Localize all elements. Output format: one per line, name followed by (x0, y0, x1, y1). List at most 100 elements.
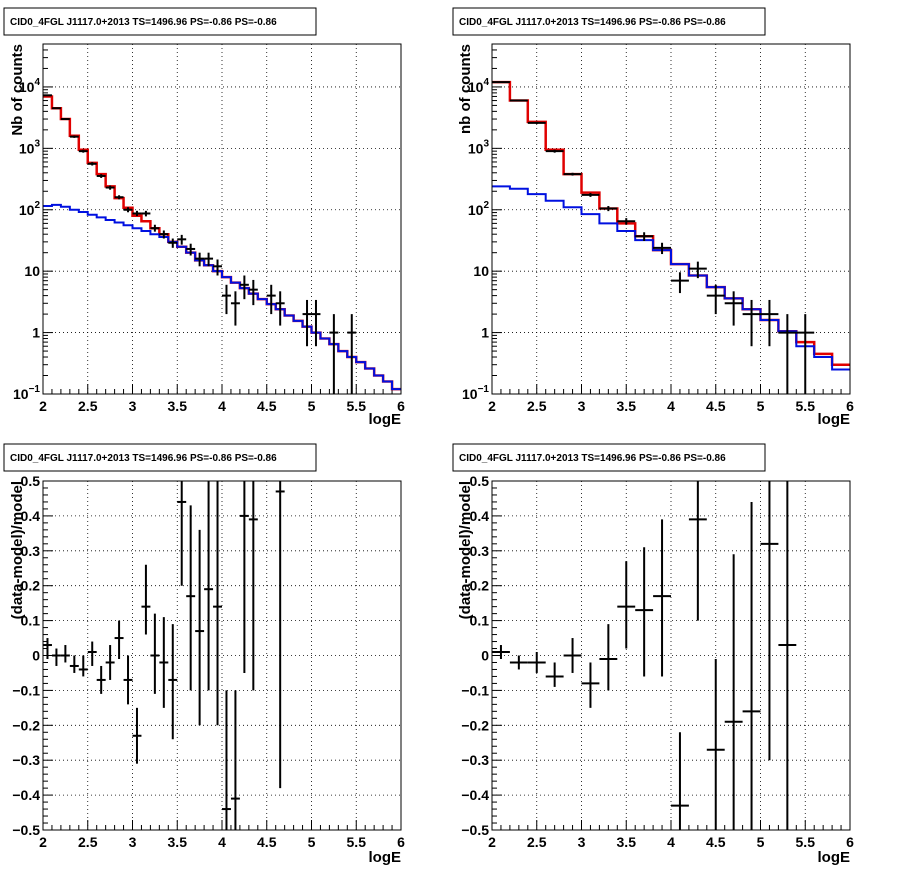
x-axis-label: logE (369, 411, 402, 428)
data-point (509, 655, 528, 670)
x-tick-label: 3.5 (168, 398, 188, 414)
x-axis-label: logE (818, 411, 851, 428)
data-point (509, 99, 528, 102)
x-tick-label: 5 (757, 398, 765, 414)
y-tick-label: 10 (473, 263, 489, 279)
y-tick-label: 0.1 (21, 613, 41, 629)
data-point (581, 192, 600, 197)
y-tick-exponent: 4 (34, 77, 40, 88)
x-tick-label: 3 (578, 834, 586, 850)
y-tick-mantissa: 10 (19, 79, 35, 95)
data-point (347, 314, 357, 394)
data-point (141, 564, 151, 635)
data-point (653, 242, 671, 255)
y-tick-mantissa: 10 (468, 140, 484, 156)
data-point (87, 162, 97, 166)
data-point (96, 174, 106, 178)
data-point (492, 645, 510, 659)
x-tick-label: 5 (308, 398, 316, 414)
data-point (87, 641, 97, 666)
data-point (266, 284, 276, 315)
data-point (239, 275, 249, 300)
y-tick-label: 1 (32, 325, 40, 341)
x-tick-label: 3 (578, 398, 586, 414)
data-point (599, 624, 618, 691)
y-tick-label: 0.1 (470, 613, 490, 629)
data-point (78, 149, 88, 153)
y-tick-label: 10 (24, 263, 40, 279)
x-tick-labels: 2 2.5 3 3.5 4 4.5 5 5.5 6 (39, 398, 405, 414)
data-point (141, 210, 151, 217)
x-tick-labels: 2 2.5 3 3.5 4 4.5 5 5.5 6 (39, 834, 405, 850)
chart-title: CID0_4FGL J1117.0+2013 TS=1496.96 PS=-0.… (459, 17, 726, 28)
title-box (452, 443, 766, 472)
data-point (213, 481, 222, 726)
y-tick-mantissa: 1 (32, 325, 40, 341)
y-tick-mantissa: 10 (473, 263, 489, 279)
data-point (78, 655, 88, 677)
data-point (527, 121, 546, 124)
y-tick-label: −0.5 (461, 822, 489, 838)
data-point (653, 519, 671, 677)
x-tick-label: 2.5 (78, 834, 98, 850)
data-point (760, 299, 779, 347)
x-tick-label: 2.5 (78, 398, 98, 414)
y-tick-mantissa: −0.2 (12, 717, 40, 733)
data-point (671, 732, 689, 830)
y-tick-label: 0 (481, 648, 489, 664)
chart-panel-1: 2 2.5 3 3.5 4 4.5 5 5.5 610−1110102103104logENb … (3, 7, 405, 428)
y-tick-mantissa: −0.4 (12, 787, 40, 803)
data-points (492, 481, 797, 830)
x-tick-label: 3.5 (168, 834, 188, 850)
y-axis-label: (data-model)/model (9, 481, 26, 619)
data-point (105, 185, 115, 190)
y-tick-mantissa: 0.4 (21, 508, 41, 524)
x-tick-label: 5.5 (347, 398, 367, 414)
y-tick-label: −0.4 (461, 787, 489, 803)
y-tick-mantissa: 0.2 (21, 578, 41, 594)
data-point (778, 314, 797, 394)
y-axis-label: Nb of counts (9, 44, 26, 136)
title-box (3, 443, 317, 472)
x-tick-label: 5.5 (796, 834, 816, 850)
y-tick-label: −0.4 (12, 787, 40, 803)
y-tick-label: 10−1 (13, 384, 40, 402)
data-point (635, 232, 654, 241)
data-point (248, 279, 258, 306)
y-tick-label: 103 (468, 138, 490, 156)
data-point (177, 234, 187, 245)
data-point (545, 149, 564, 153)
y-tick-mantissa: 10 (468, 202, 484, 218)
y-tick-mantissa: 0 (481, 648, 489, 664)
data-points (43, 481, 285, 830)
data-points (43, 94, 357, 394)
y-tick-mantissa: 1 (481, 325, 489, 341)
x-tick-label: 4 (667, 398, 675, 414)
x-tick-label: 6 (397, 834, 405, 850)
data-point (248, 481, 258, 691)
data-point (204, 252, 214, 267)
x-tick-label: 6 (846, 834, 854, 850)
y-tick-label: 0 (32, 648, 40, 664)
data-point (132, 707, 142, 764)
data-point (688, 481, 707, 621)
x-tick-label: 5.5 (347, 834, 367, 850)
y-tick-mantissa: −0.1 (461, 682, 489, 698)
y-tick-mantissa: 0.3 (21, 543, 41, 559)
data-point (60, 118, 70, 121)
data-point (563, 172, 582, 176)
data-point (230, 690, 240, 830)
x-tick-label: 4.5 (706, 834, 726, 850)
data-point (114, 195, 124, 200)
plot-frame (42, 43, 402, 395)
y-tick-label: 102 (19, 200, 41, 218)
y-tick-mantissa: 10 (13, 386, 29, 402)
data-point (724, 554, 743, 830)
y-tick-mantissa: 0.2 (470, 578, 490, 594)
x-tick-label: 3 (129, 398, 137, 414)
x-tick-label: 2 (488, 398, 496, 414)
data-point (204, 481, 214, 691)
y-tick-mantissa: 0 (32, 648, 40, 664)
